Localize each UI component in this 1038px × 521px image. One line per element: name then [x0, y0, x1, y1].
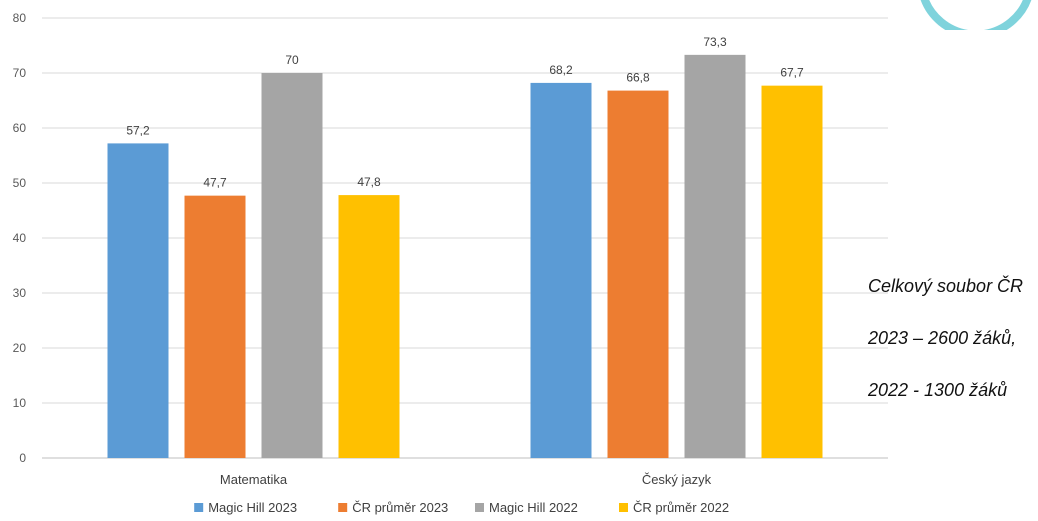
data-label-1-2: 47,7 — [203, 176, 227, 190]
data-label-2-2: 66,8 — [626, 71, 650, 85]
dataset-note: Celkový soubor ČR 2023 – 2600 žáků, 2022… — [868, 247, 1033, 429]
bar-2-3 — [684, 54, 746, 458]
y-tick-label-30: 30 — [13, 286, 27, 300]
data-label-2-3: 73,3 — [703, 35, 727, 49]
bars — [107, 54, 823, 459]
category-label-1: Matematika — [220, 472, 288, 487]
legend: Magic Hill 2023 ČR průměr 2023 Magic Hill … — [194, 500, 729, 515]
y-tick-label-10: 10 — [13, 396, 27, 410]
legend-swatch-3 — [475, 503, 484, 512]
data-label-2-1: 68,2 — [549, 63, 573, 77]
y-tick-label-80: 80 — [13, 11, 27, 25]
legend-swatch-2 — [338, 503, 348, 512]
y-tick-label-0: 0 — [19, 451, 26, 465]
legend-swatch-1 — [194, 503, 204, 512]
bar-2-2 — [607, 90, 669, 458]
y-tick-label-20: 20 — [13, 341, 27, 355]
category-labels: Matematika Český jazyk — [220, 472, 712, 487]
y-tick-label-60: 60 — [13, 121, 27, 135]
category-label-2: Český jazyk — [642, 472, 712, 487]
data-label-1-1: 57,2 — [126, 123, 150, 137]
logo-arc-icon — [920, 0, 1032, 30]
y-tick-label-70: 70 — [13, 66, 27, 80]
y-tick-label-40: 40 — [13, 231, 27, 245]
bar-2-4 — [761, 85, 823, 459]
data-label-2-4: 67,7 — [780, 66, 804, 80]
legend-label-3: Magic Hill 2022 — [489, 500, 578, 515]
bar-1-3 — [261, 73, 323, 458]
legend-label-2: ČR průměr 2023 — [352, 500, 448, 515]
legend-label-1: Magic Hill 2023 — [208, 500, 297, 515]
y-tick-labels: 0 10 20 30 40 50 60 70 80 — [13, 11, 27, 465]
note-line-2: 2023 – 2600 žáků, — [868, 328, 1017, 348]
data-labels: 57,2 47,7 70 47,8 68,2 66,8 73,3 67,7 — [126, 35, 804, 190]
bar-1-4 — [338, 195, 400, 458]
data-label-1-4: 47,8 — [357, 175, 381, 189]
legend-label-4: ČR průměr 2022 — [633, 500, 729, 515]
data-label-1-3: 70 — [285, 53, 299, 67]
note-line-1: Celkový soubor ČR — [868, 276, 1024, 296]
note-line-3: 2022 - 1300 žáků — [868, 380, 1008, 400]
legend-swatch-4 — [619, 503, 628, 512]
bar-1-1 — [107, 143, 169, 458]
grid-lines — [42, 17, 888, 459]
bar-2-1 — [530, 82, 592, 459]
bar-1-2 — [184, 195, 246, 458]
y-tick-label-50: 50 — [13, 176, 27, 190]
